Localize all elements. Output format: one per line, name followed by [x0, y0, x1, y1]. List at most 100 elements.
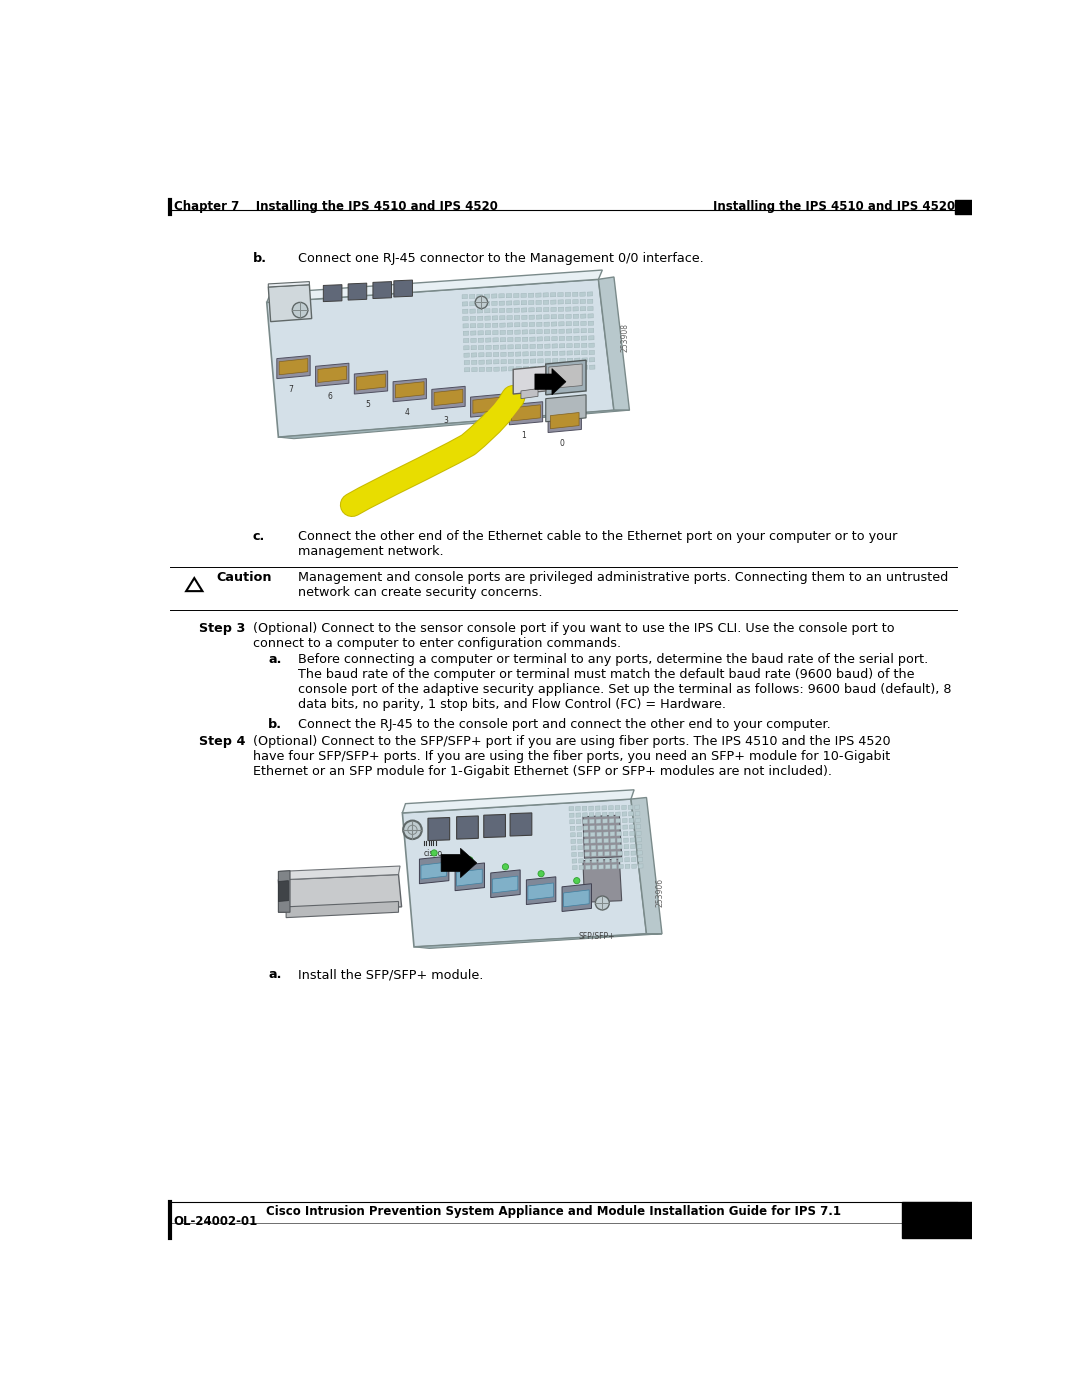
Polygon shape — [528, 300, 534, 305]
Polygon shape — [558, 321, 564, 326]
Polygon shape — [551, 412, 579, 429]
Polygon shape — [486, 345, 491, 349]
Polygon shape — [500, 338, 505, 342]
Text: 253908: 253908 — [621, 324, 630, 352]
Polygon shape — [543, 300, 549, 305]
Polygon shape — [618, 858, 623, 862]
Polygon shape — [625, 858, 630, 862]
Polygon shape — [637, 838, 642, 842]
Polygon shape — [537, 330, 542, 334]
Polygon shape — [477, 324, 483, 328]
Polygon shape — [571, 852, 577, 856]
Polygon shape — [598, 277, 630, 411]
Polygon shape — [515, 359, 522, 363]
Polygon shape — [623, 831, 627, 835]
Polygon shape — [514, 300, 519, 305]
Polygon shape — [486, 360, 491, 365]
Polygon shape — [608, 806, 613, 810]
Polygon shape — [348, 284, 367, 300]
Polygon shape — [590, 819, 594, 823]
Polygon shape — [509, 359, 514, 363]
Polygon shape — [279, 875, 402, 912]
Polygon shape — [513, 366, 545, 394]
Polygon shape — [597, 838, 602, 842]
Polygon shape — [566, 314, 571, 319]
Polygon shape — [558, 314, 564, 319]
Polygon shape — [470, 309, 475, 313]
Polygon shape — [318, 366, 347, 383]
Polygon shape — [471, 324, 476, 328]
Polygon shape — [622, 805, 626, 810]
Circle shape — [573, 877, 580, 884]
Polygon shape — [571, 840, 576, 844]
Polygon shape — [480, 367, 485, 372]
Polygon shape — [490, 870, 521, 898]
Polygon shape — [492, 323, 498, 327]
Polygon shape — [494, 367, 499, 372]
Text: a.: a. — [268, 652, 282, 666]
Polygon shape — [432, 387, 465, 409]
Polygon shape — [635, 805, 639, 809]
Polygon shape — [279, 411, 630, 439]
Polygon shape — [499, 309, 504, 313]
Polygon shape — [551, 307, 556, 312]
Polygon shape — [462, 309, 468, 313]
Polygon shape — [419, 856, 449, 884]
Polygon shape — [596, 826, 602, 830]
Polygon shape — [573, 314, 579, 319]
Polygon shape — [477, 309, 483, 313]
Polygon shape — [486, 338, 491, 342]
Polygon shape — [616, 812, 620, 816]
Polygon shape — [578, 840, 582, 844]
Text: 253906: 253906 — [656, 877, 665, 907]
Polygon shape — [580, 306, 585, 312]
Circle shape — [431, 849, 437, 856]
Text: a.: a. — [268, 968, 282, 982]
Polygon shape — [515, 352, 521, 356]
Polygon shape — [602, 806, 607, 810]
Polygon shape — [501, 367, 507, 372]
Polygon shape — [428, 817, 449, 841]
Polygon shape — [616, 806, 620, 810]
Polygon shape — [509, 366, 514, 372]
Polygon shape — [571, 845, 576, 851]
Polygon shape — [617, 831, 621, 835]
Polygon shape — [559, 337, 565, 341]
Text: 4: 4 — [405, 408, 409, 416]
Polygon shape — [514, 323, 519, 327]
Polygon shape — [588, 299, 593, 303]
Polygon shape — [537, 337, 542, 341]
Polygon shape — [471, 353, 476, 358]
Polygon shape — [585, 865, 591, 869]
Polygon shape — [637, 844, 642, 848]
Polygon shape — [570, 826, 575, 830]
Text: Before connecting a computer or terminal to any ports, determine the baud rate o: Before connecting a computer or terminal… — [298, 652, 951, 711]
Polygon shape — [588, 306, 593, 310]
Polygon shape — [528, 293, 534, 298]
Text: cisco: cisco — [424, 849, 443, 858]
Polygon shape — [570, 820, 575, 824]
Polygon shape — [575, 344, 580, 348]
Polygon shape — [585, 852, 590, 856]
Polygon shape — [551, 321, 557, 326]
Polygon shape — [597, 845, 603, 849]
Polygon shape — [572, 865, 577, 870]
Polygon shape — [484, 293, 489, 299]
Polygon shape — [523, 337, 528, 341]
Polygon shape — [596, 819, 600, 823]
Polygon shape — [470, 302, 475, 306]
Polygon shape — [566, 328, 571, 334]
Polygon shape — [552, 330, 557, 334]
Polygon shape — [610, 831, 615, 835]
Polygon shape — [544, 330, 550, 334]
Polygon shape — [589, 321, 594, 326]
Polygon shape — [267, 279, 613, 437]
Polygon shape — [521, 388, 538, 398]
Polygon shape — [598, 858, 603, 862]
Polygon shape — [569, 806, 573, 810]
Polygon shape — [529, 323, 535, 327]
Polygon shape — [500, 316, 505, 320]
Polygon shape — [567, 366, 572, 370]
Polygon shape — [507, 300, 512, 305]
Polygon shape — [558, 307, 564, 312]
